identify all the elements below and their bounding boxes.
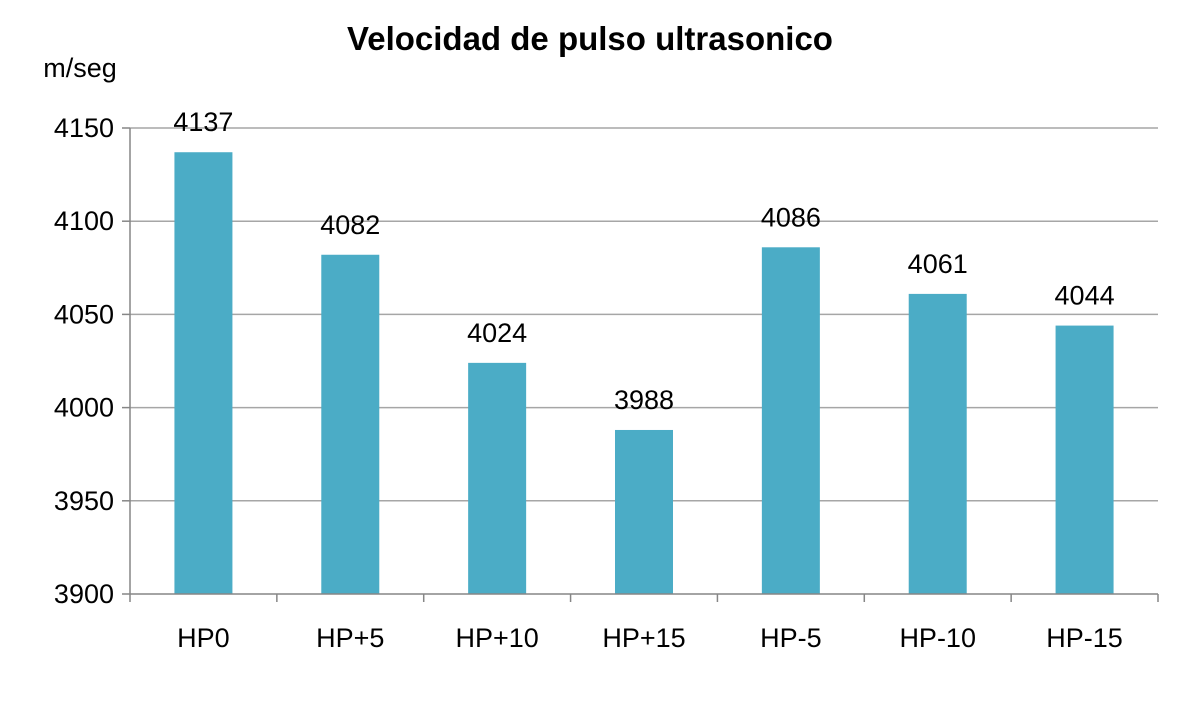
labels: 3900 3950 4000 4050 4100 4150 4137 HP0 4082 HP+5 4… <box>54 107 1123 653</box>
chart-title: Velocidad de pulso ultrasonico <box>347 20 833 57</box>
y-tick-label: 4000 <box>54 393 114 423</box>
y-axis-unit-label: m/seg <box>43 53 117 83</box>
y-tick-label: 4100 <box>54 206 114 236</box>
bar <box>761 247 820 594</box>
bars <box>174 152 1114 594</box>
x-tick-label: HP-10 <box>899 623 976 653</box>
x-tick-label: HP+5 <box>316 623 384 653</box>
bar <box>908 293 967 594</box>
axes <box>122 127 1159 602</box>
bar <box>174 152 233 594</box>
x-tick-label: HP-15 <box>1046 623 1123 653</box>
bar <box>1055 325 1114 594</box>
data-label: 4024 <box>467 318 527 348</box>
y-tick-label: 3900 <box>54 579 114 609</box>
data-label: 4061 <box>908 249 968 279</box>
gridlines <box>130 127 1158 502</box>
bar <box>468 362 527 594</box>
y-tick-label: 3950 <box>54 486 114 516</box>
data-label: 4086 <box>761 202 821 232</box>
x-tick-label: HP-5 <box>760 623 822 653</box>
data-label: 4137 <box>173 107 233 137</box>
data-label: 3988 <box>614 385 674 415</box>
bar <box>615 429 673 594</box>
x-tick-label: HP+10 <box>455 623 538 653</box>
y-tick-label: 4050 <box>54 299 114 329</box>
data-label: 4044 <box>1055 281 1115 311</box>
y-tick-label: 4150 <box>54 113 114 143</box>
data-label: 4082 <box>320 210 380 240</box>
x-tick-label: HP+15 <box>602 623 685 653</box>
x-tick-label: HP0 <box>177 623 230 653</box>
bar <box>321 254 380 594</box>
